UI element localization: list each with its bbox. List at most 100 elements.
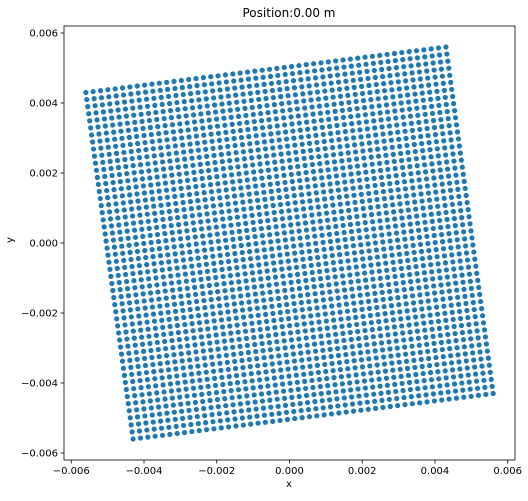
data-point — [459, 330, 466, 336]
data-point — [390, 259, 396, 265]
data-point — [162, 230, 168, 237]
data-point — [180, 307, 186, 314]
data-point — [265, 383, 271, 389]
data-point — [235, 387, 242, 393]
data-point — [142, 82, 148, 88]
data-point — [299, 307, 305, 313]
data-point — [288, 171, 294, 178]
data-point — [149, 304, 156, 310]
data-point — [190, 162, 196, 168]
data-point — [335, 295, 341, 301]
data-point — [243, 112, 249, 119]
data-point — [439, 397, 445, 403]
data-point — [374, 254, 380, 260]
data-point — [182, 271, 188, 277]
data-point — [107, 101, 113, 107]
data-point — [167, 266, 173, 272]
data-point — [275, 238, 281, 244]
data-point — [125, 178, 131, 184]
data-point — [160, 382, 166, 388]
data-point — [159, 432, 166, 438]
data-point — [466, 322, 472, 328]
data-point — [191, 335, 197, 341]
data-point — [156, 353, 162, 360]
data-point — [455, 244, 461, 250]
data-point — [212, 102, 218, 108]
data-point — [453, 122, 460, 128]
data-point — [272, 324, 278, 331]
data-point — [163, 403, 169, 409]
data-point — [470, 242, 476, 248]
data-point — [254, 197, 261, 203]
data-point — [466, 379, 472, 385]
data-point — [447, 187, 454, 193]
data-point — [381, 246, 387, 252]
data-point — [375, 369, 381, 375]
data-point — [246, 299, 252, 305]
data-point — [343, 351, 349, 358]
data-point — [169, 230, 175, 236]
data-point — [464, 365, 470, 371]
data-point — [432, 290, 438, 296]
data-point — [330, 94, 336, 100]
data-point — [121, 207, 127, 213]
data-point — [362, 54, 368, 60]
data-point — [211, 95, 217, 101]
data-point — [266, 390, 272, 396]
data-point — [189, 213, 195, 219]
data-point — [234, 380, 241, 386]
data-point — [277, 144, 283, 150]
data-point — [329, 303, 335, 309]
data-point — [278, 94, 284, 100]
data-point — [403, 358, 410, 364]
data-point — [220, 331, 227, 337]
data-point — [353, 264, 359, 270]
data-point — [400, 172, 407, 178]
data-point — [242, 163, 248, 169]
data-point — [359, 364, 366, 370]
data-point — [403, 243, 409, 249]
data-point — [286, 100, 292, 106]
data-point — [422, 111, 428, 117]
data-point — [229, 337, 235, 343]
data-point — [198, 219, 204, 225]
data-point — [398, 100, 404, 106]
data-point — [125, 401, 131, 407]
data-point — [358, 83, 365, 90]
data-point — [147, 175, 153, 181]
data-point — [175, 329, 181, 336]
data-point — [215, 238, 221, 244]
data-point — [314, 89, 321, 95]
data-point — [381, 81, 387, 87]
data-point — [131, 385, 137, 392]
data-point — [117, 337, 123, 343]
data-point — [194, 305, 201, 312]
data-point — [328, 296, 334, 302]
data-point — [203, 369, 209, 375]
data-point — [189, 428, 195, 435]
data-point — [361, 263, 367, 269]
data-point — [216, 411, 222, 417]
data-point — [244, 285, 250, 291]
data-point — [253, 133, 259, 139]
y-tick-label: −0.004 — [21, 379, 58, 390]
data-point — [113, 201, 119, 207]
data-point — [451, 381, 458, 387]
data-point — [269, 303, 275, 309]
data-point — [242, 328, 249, 334]
data-point — [141, 355, 148, 362]
data-point — [200, 182, 206, 189]
data-point — [392, 57, 399, 64]
data-point — [188, 206, 194, 212]
data-point — [339, 107, 346, 114]
data-point — [209, 138, 215, 144]
data-point — [390, 151, 396, 157]
data-point — [373, 355, 379, 361]
data-point — [291, 300, 297, 307]
data-point — [190, 112, 197, 118]
data-point — [308, 205, 314, 211]
data-point — [331, 209, 337, 215]
data-point — [347, 380, 353, 386]
data-point — [460, 337, 467, 343]
data-point — [357, 292, 363, 298]
